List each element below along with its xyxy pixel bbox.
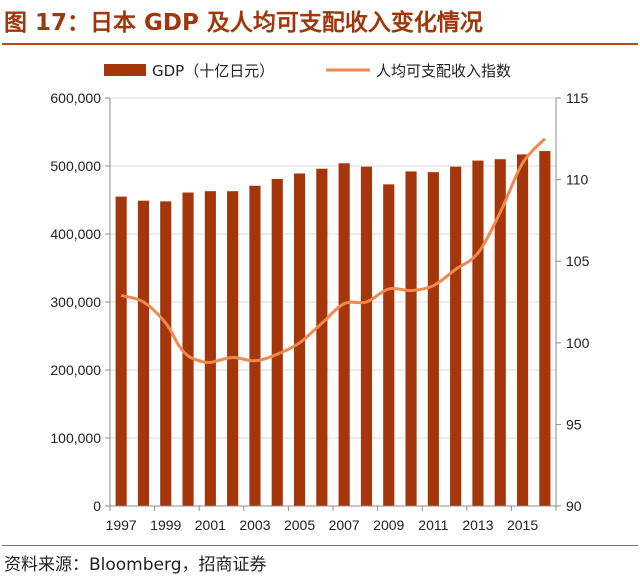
right-axis-ticks: 90 95 100 105 110 115 xyxy=(566,90,590,514)
x-tick-label: 2001 xyxy=(195,517,226,533)
gdp-bar xyxy=(427,172,439,506)
legend-gdp-swatch xyxy=(104,64,146,76)
right-tick-label: 90 xyxy=(566,498,582,514)
gdp-bar xyxy=(383,184,395,507)
gdp-bar xyxy=(472,160,484,506)
right-tick-label: 100 xyxy=(566,335,590,351)
gdp-bar xyxy=(182,192,194,506)
left-tick-label: 600,000 xyxy=(50,90,101,106)
chart: 0 100,000 200,000 300,000 400,000 500,000 600,… xyxy=(50,62,590,533)
right-tick-label: 95 xyxy=(566,416,582,432)
gdp-bar xyxy=(539,151,551,507)
left-tick-label: 100,000 xyxy=(50,430,101,446)
gdp-bar xyxy=(271,178,283,507)
gdp-bar xyxy=(405,171,417,506)
legend: GDP（十亿日元） 人均可支配收入指数 xyxy=(104,62,511,80)
gdp-bar xyxy=(450,166,462,506)
x-axis-ticks: 1997 1999 2001 2003 2005 2007 2009 2011 2013 2015 xyxy=(106,517,539,533)
title-divider xyxy=(2,43,638,45)
axes xyxy=(105,97,561,511)
x-tick-label: 2003 xyxy=(239,517,270,533)
x-tick-label: 1997 xyxy=(106,517,137,533)
x-tick-label: 1999 xyxy=(150,517,181,533)
source-note: 资料来源：Bloomberg，招商证券 xyxy=(4,555,267,575)
gdp-bar xyxy=(204,191,216,506)
x-tick-label: 2007 xyxy=(329,517,360,533)
x-tick-label: 2015 xyxy=(507,517,538,533)
left-axis-ticks: 0 100,000 200,000 300,000 400,000 500,000 600,… xyxy=(50,90,101,514)
x-tick-label: 2005 xyxy=(284,517,315,533)
gdp-bar xyxy=(338,163,350,506)
income-index-line-layer xyxy=(120,137,546,365)
gdp-bar xyxy=(360,166,373,506)
figure-title: 图 17：日本 GDP 及人均可支配收入变化情况 xyxy=(4,10,483,36)
gdp-bar xyxy=(516,154,529,506)
gdp-bar xyxy=(316,168,328,506)
x-tick-label: 2013 xyxy=(462,517,493,533)
source-divider xyxy=(2,545,638,546)
gdp-bar xyxy=(137,200,150,506)
gdp-bar xyxy=(494,159,506,506)
legend-gdp-label: GDP（十亿日元） xyxy=(152,62,274,80)
right-tick-label: 115 xyxy=(566,90,589,106)
left-tick-label: 400,000 xyxy=(50,226,101,242)
legend-income-label: 人均可支配收入指数 xyxy=(376,62,511,80)
left-tick-label: 500,000 xyxy=(50,158,101,174)
gdp-bar xyxy=(115,196,127,506)
gdp-bar xyxy=(293,173,306,507)
gdp-bar xyxy=(249,185,261,506)
income-index-line xyxy=(120,137,546,365)
left-tick-label: 200,000 xyxy=(50,362,101,378)
gdp-bars xyxy=(115,151,551,507)
left-tick-label: 0 xyxy=(93,498,101,514)
x-tick-label: 2009 xyxy=(373,517,404,533)
x-tick-label: 2011 xyxy=(418,517,448,533)
left-tick-label: 300,000 xyxy=(50,294,101,310)
gridlines xyxy=(110,97,556,439)
gdp-bar xyxy=(160,201,172,507)
right-tick-label: 110 xyxy=(566,172,589,188)
gdp-bar xyxy=(227,191,239,506)
right-tick-label: 105 xyxy=(566,253,590,269)
